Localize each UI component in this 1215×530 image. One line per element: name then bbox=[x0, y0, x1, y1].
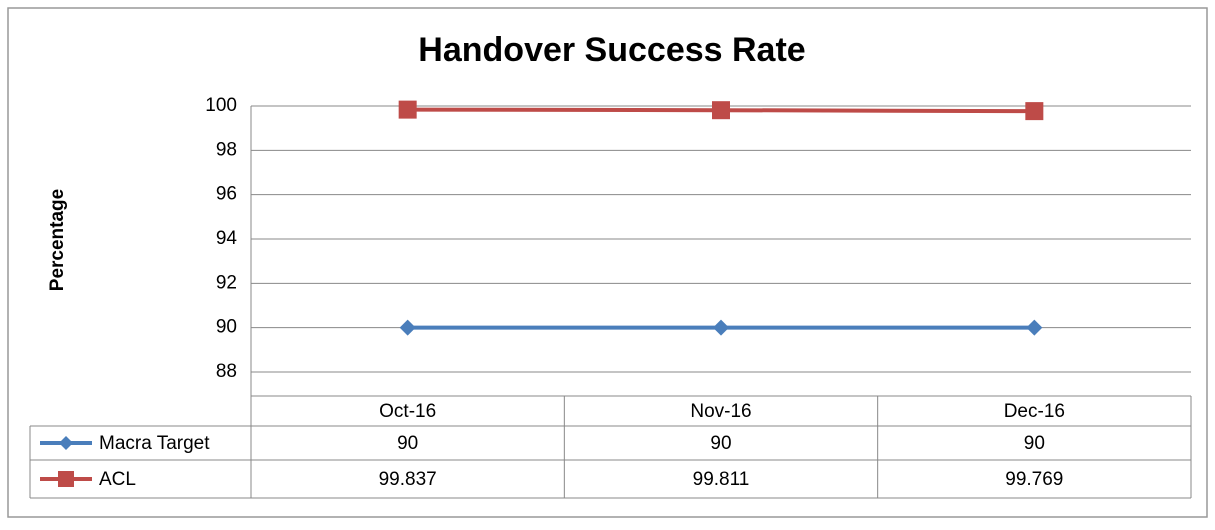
marker bbox=[1025, 102, 1044, 121]
x-tick-label: Nov-16 bbox=[690, 401, 751, 422]
table-value: 99.769 bbox=[1005, 469, 1063, 490]
chart-frame bbox=[7, 7, 1208, 518]
y-tick-label: 90 bbox=[216, 317, 237, 338]
legend-label: Macra Target bbox=[99, 433, 210, 454]
x-tick-label: Oct-16 bbox=[379, 401, 436, 422]
x-tick-label: Dec-16 bbox=[1004, 401, 1065, 422]
marker bbox=[59, 436, 73, 450]
marker bbox=[398, 100, 417, 119]
y-tick-label: 94 bbox=[216, 228, 238, 249]
marker bbox=[713, 319, 729, 336]
marker bbox=[712, 101, 730, 120]
marker bbox=[58, 471, 74, 487]
table-value: 99.837 bbox=[379, 469, 437, 490]
y-axis-label: Percentage bbox=[47, 189, 68, 291]
table-value: 99.811 bbox=[693, 469, 750, 490]
y-tick-label: 96 bbox=[216, 184, 237, 205]
table-value: 90 bbox=[1024, 433, 1045, 454]
y-tick-label: 100 bbox=[205, 95, 237, 116]
y-tick-label: 88 bbox=[216, 361, 237, 382]
y-tick-label: 92 bbox=[216, 272, 237, 293]
chart-title: Handover Success Rate bbox=[418, 31, 805, 69]
marker bbox=[1026, 319, 1043, 336]
marker bbox=[399, 319, 416, 336]
y-tick-label: 98 bbox=[216, 139, 237, 160]
table-value: 90 bbox=[710, 433, 731, 454]
legend-label: ACL bbox=[99, 469, 136, 490]
table-value: 90 bbox=[397, 433, 418, 454]
